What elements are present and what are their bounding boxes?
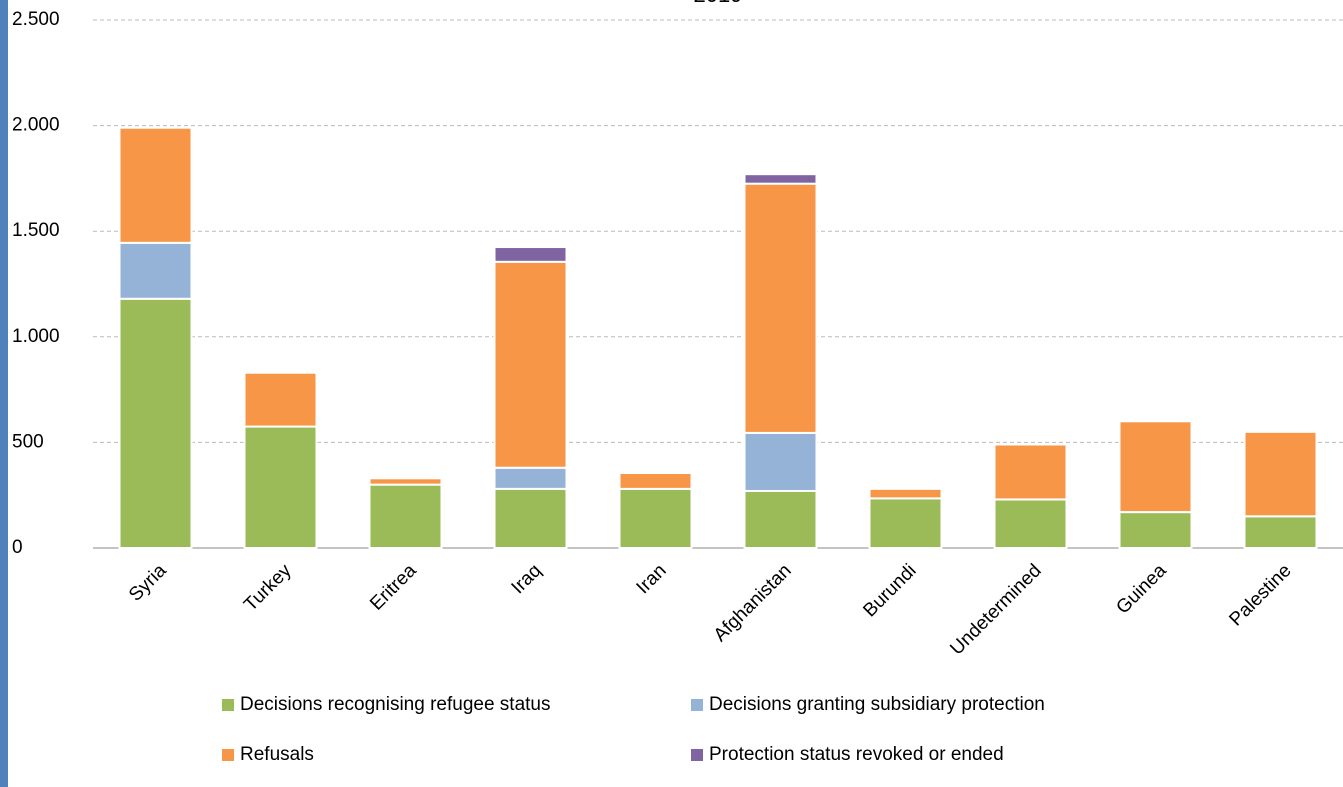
x-tick-label: Palestine [1225,560,1295,630]
bar-segment [493,487,568,550]
bar-segment [743,431,818,492]
y-tick-label: 2.500 [12,9,60,30]
bar-segment [1243,515,1318,550]
bar-segment [118,126,193,244]
bar-segment [1243,430,1318,518]
bar-segment [243,371,318,428]
bar-segment [618,472,693,490]
y-tick-label: 1.000 [12,326,60,347]
x-tick-label: Iran [633,560,671,598]
legend-label: Decisions recognising refugee status [240,694,551,715]
x-tick-label: Guinea [1112,560,1170,618]
bar-segment [118,241,193,300]
bar-segment [868,497,943,550]
x-tick-label: Iraq [508,560,546,598]
bar-segment [368,477,443,486]
x-tick-label: Turkey [240,560,296,616]
bar-segment [493,466,568,490]
bar-segment [368,483,443,550]
y-tick-label: 2.000 [12,115,60,136]
bar-segment [493,260,568,469]
bar-segment [493,246,568,263]
bar-segment [1118,420,1193,514]
x-tick-label: Burundi [859,560,920,621]
legend-label: Refusals [240,744,314,765]
bar-segment [118,297,193,549]
bar-segment [868,487,943,500]
legend-label: Protection status revoked or ended [709,744,1004,765]
legend-marker [222,749,234,761]
bar-segment [743,173,818,185]
legend-marker [691,699,703,711]
y-tick-label: 500 [12,431,44,452]
x-tick-label: Afghanistan [710,560,796,646]
bar-segment [1118,511,1193,550]
bar-segment [618,487,693,550]
x-tick-label: Syria [125,560,171,606]
legend-label: Decisions granting subsidiary protection [709,694,1045,715]
y-tick-label: 0 [12,537,23,558]
legend-marker [691,749,703,761]
side-border [0,0,8,787]
y-tick-label: 1.500 [12,220,60,241]
bar-segment [743,489,818,550]
x-tick-label: Undetermined [946,560,1045,659]
chart-title: 2019 [694,0,743,7]
bar-segment [993,443,1068,501]
bar-segment [993,498,1068,550]
x-tick-label: Eritrea [366,560,421,615]
legend-marker [222,699,234,711]
bar-segment [743,182,818,434]
bar-segment [243,425,318,549]
